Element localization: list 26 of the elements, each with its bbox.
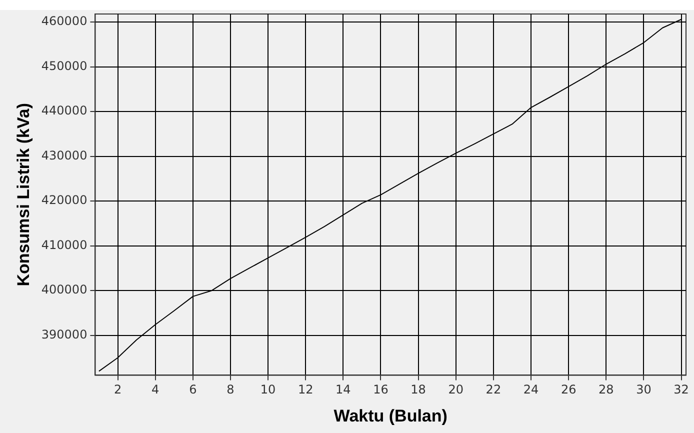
y-tick-label: 460000 bbox=[41, 14, 88, 28]
x-tick-label: 20 bbox=[448, 382, 464, 397]
x-tick-label: 26 bbox=[560, 382, 576, 397]
x-tick-label: 4 bbox=[152, 382, 160, 397]
x-tick-label: 14 bbox=[336, 382, 351, 397]
y-axis-title: Konsumsi Listrik (kVa) bbox=[14, 102, 33, 286]
y-tick-label: 420000 bbox=[41, 193, 88, 208]
y-tick-label: 410000 bbox=[41, 238, 88, 252]
x-tick-label: 30 bbox=[636, 382, 652, 397]
y-tick-label: 430000 bbox=[41, 148, 88, 162]
y-tick-label: 390000 bbox=[41, 327, 88, 342]
y-tick-label: 450000 bbox=[41, 58, 88, 73]
x-tick-label: 10 bbox=[260, 382, 276, 397]
x-tick-label: 6 bbox=[189, 382, 197, 397]
x-tick-label: 12 bbox=[298, 382, 314, 397]
x-tick-label: 8 bbox=[226, 382, 234, 397]
x-tick-label: 22 bbox=[486, 382, 502, 397]
y-tick-label: 440000 bbox=[41, 104, 88, 118]
x-tick-label: 28 bbox=[598, 382, 614, 397]
x-tick-label: 32 bbox=[674, 382, 689, 397]
x-tick-label: 16 bbox=[373, 382, 388, 397]
x-tick-label: 24 bbox=[523, 382, 539, 397]
x-tick-label: 2 bbox=[114, 382, 122, 397]
x-tick-label: 18 bbox=[410, 382, 426, 397]
y-tick-label: 400000 bbox=[41, 282, 88, 297]
x-axis-title: Waktu (Bulan) bbox=[334, 406, 448, 426]
